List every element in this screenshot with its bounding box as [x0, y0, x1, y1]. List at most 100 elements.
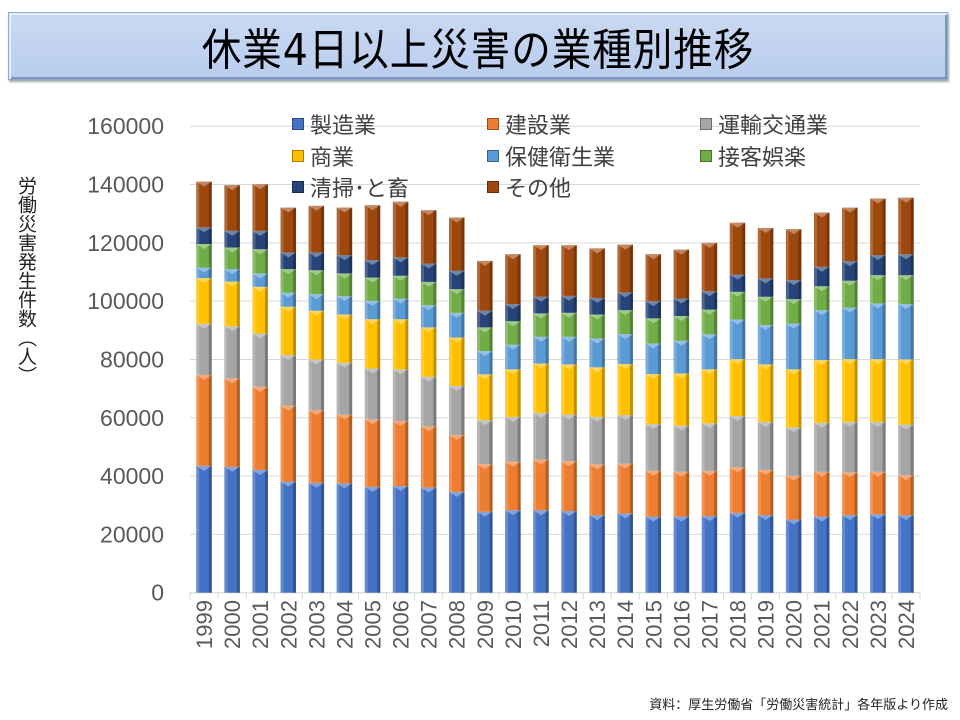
x-tick-label: 1999	[192, 600, 217, 649]
bar-bevel-left	[533, 245, 537, 297]
bar-bevel-top	[477, 464, 493, 470]
bar-bevel-left	[477, 420, 481, 465]
bar-bevel-right	[714, 369, 718, 424]
legend-item: 商業	[292, 140, 354, 172]
bar-bevel-left	[224, 281, 228, 327]
bar-bevel-right	[405, 201, 409, 258]
bar-bevel-right	[714, 334, 718, 370]
bar-bevel-left	[898, 254, 902, 276]
bar-bevel-top	[813, 266, 830, 272]
bar-bevel-left	[589, 515, 593, 593]
bar-bevel-left	[645, 424, 649, 471]
bar-bevel-left	[477, 350, 481, 375]
bar-bevel-right	[573, 312, 577, 337]
bar-bevel-right	[910, 254, 914, 276]
bar-bevel-top	[701, 470, 718, 476]
bar-bevel-right	[293, 269, 297, 293]
bar-bevel-top	[785, 280, 802, 286]
bar-bevel-top	[336, 414, 353, 420]
bar-bevel-right	[882, 275, 886, 304]
bar-segment	[561, 245, 577, 296]
legend-swatch	[700, 118, 712, 130]
bar-bevel-right	[489, 350, 493, 375]
bar-bevel-top	[392, 298, 409, 304]
bar-bevel-right	[573, 364, 577, 415]
bar-bevel-right	[405, 275, 409, 299]
bar-bevel-left	[505, 369, 509, 417]
bar-bevel-top	[673, 373, 690, 379]
bar-bevel-right	[208, 374, 212, 466]
bar-segment	[673, 298, 690, 317]
bar-bevel-left	[617, 513, 621, 593]
bar-bevel-top	[505, 344, 521, 350]
bar-bevel-left	[308, 310, 312, 360]
bar-bevel-top	[898, 424, 914, 430]
bar-bevel-left	[420, 327, 424, 377]
bar-bevel-left	[898, 197, 902, 255]
bar-bevel-top	[477, 260, 493, 266]
bar-segment	[785, 519, 802, 593]
bar-segment	[448, 491, 465, 593]
bar-bevel-right	[489, 260, 493, 311]
bar-bevel-top	[364, 300, 381, 306]
bar-stack-2007	[420, 210, 437, 593]
bar-bevel-left	[673, 516, 677, 593]
bar-bevel-left	[757, 278, 761, 297]
bar-bevel-top	[420, 376, 437, 382]
bar-bevel-left	[364, 319, 368, 369]
x-tick-label: 2014	[613, 600, 638, 649]
bar-bevel-left	[645, 301, 649, 319]
bar-segment	[505, 416, 521, 462]
bar-bevel-right	[377, 419, 381, 487]
bar-bevel-top	[280, 292, 297, 298]
bar-bevel-right	[714, 291, 718, 310]
bar-bevel-top	[224, 326, 240, 332]
bar-bevel-right	[910, 197, 914, 255]
bar-segment	[785, 323, 802, 370]
bar-segment	[870, 359, 886, 422]
bar-bevel-left	[224, 247, 228, 270]
bar-bevel-left	[392, 485, 396, 593]
bar-bevel-top	[280, 269, 297, 275]
bar-bevel-top	[252, 386, 268, 392]
bar-segment	[392, 275, 409, 299]
legend-item: 運輸交通業	[700, 108, 828, 140]
legend-swatch	[292, 118, 304, 130]
bar-bevel-right	[236, 185, 240, 231]
bar-bevel-right	[658, 516, 662, 593]
bar-bevel-right	[882, 471, 886, 515]
bar-bevel-top	[757, 296, 774, 302]
bar-segment	[645, 318, 662, 344]
bar-bevel-left	[533, 296, 537, 314]
bar-bevel-right	[545, 412, 549, 460]
bar-segment	[898, 304, 914, 360]
bar-segment	[533, 510, 549, 593]
bar-bevel-top	[870, 198, 886, 204]
bar-bevel-top	[870, 421, 886, 427]
bar-segment	[448, 217, 465, 271]
bar-bevel-right	[658, 343, 662, 375]
bar-bevel-right	[433, 426, 437, 488]
bar-segment	[252, 333, 268, 387]
bar-bevel-left	[813, 212, 817, 267]
bar-bevel-right	[208, 278, 212, 324]
bar-segment	[617, 513, 633, 593]
bar-segment	[589, 314, 605, 339]
bar-segment	[561, 312, 577, 337]
bar-bevel-left	[477, 260, 481, 311]
legend-label: その他	[505, 177, 572, 202]
bar-bevel-top	[842, 472, 858, 478]
bar-bevel-left	[870, 275, 874, 304]
bar-bevel-top	[701, 242, 718, 248]
bar-bevel-left	[870, 471, 874, 515]
bar-segment	[336, 255, 353, 274]
bar-bevel-right	[236, 378, 240, 467]
bar-bevel-top	[392, 275, 409, 281]
bar-bevel-right	[517, 510, 521, 593]
bar-bevel-right	[461, 491, 465, 593]
bar-bevel-right	[826, 471, 830, 517]
bar-bevel-left	[533, 510, 537, 593]
bar-segment	[336, 296, 353, 315]
bar-bevel-right	[236, 269, 240, 282]
bar-segment	[280, 355, 297, 406]
